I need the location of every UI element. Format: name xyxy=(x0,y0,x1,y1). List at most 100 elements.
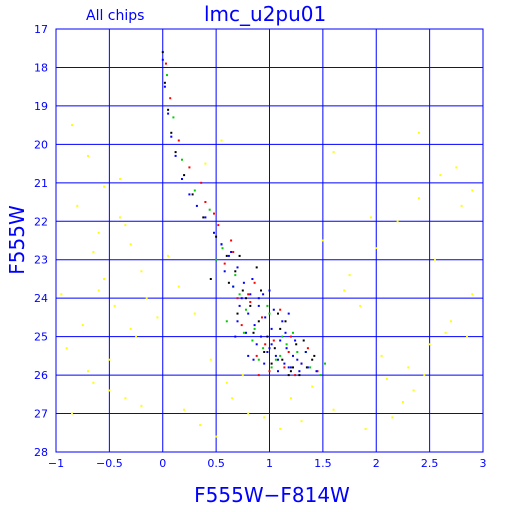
data-point xyxy=(294,339,297,342)
data-point xyxy=(183,174,186,177)
data-point xyxy=(188,193,191,196)
data-point xyxy=(220,139,223,142)
data-point xyxy=(332,151,335,154)
x-tick-label: −0.5 xyxy=(96,457,123,470)
data-point xyxy=(257,304,260,307)
data-point xyxy=(279,339,282,342)
data-point xyxy=(471,189,474,192)
data-point xyxy=(195,204,198,207)
data-point xyxy=(129,243,132,246)
data-point xyxy=(281,320,284,323)
data-point xyxy=(204,162,207,165)
data-point xyxy=(213,212,215,215)
data-point xyxy=(281,335,284,338)
data-point xyxy=(245,297,247,300)
y-tick-label: 22 xyxy=(34,215,48,228)
data-point xyxy=(255,343,258,346)
data-point xyxy=(289,397,292,400)
data-point xyxy=(309,366,312,369)
data-point xyxy=(285,347,288,350)
data-point xyxy=(277,370,279,373)
data-point xyxy=(165,62,167,65)
data-point xyxy=(60,293,63,296)
y-tick-label: 26 xyxy=(34,369,48,382)
data-point xyxy=(380,354,383,357)
x-tick-label: 2 xyxy=(373,457,380,470)
data-point xyxy=(240,324,243,327)
data-point xyxy=(170,135,173,138)
data-point xyxy=(315,370,318,373)
data-point xyxy=(230,251,233,253)
data-point xyxy=(279,427,282,430)
data-point xyxy=(313,354,316,357)
data-point xyxy=(188,166,191,169)
data-point xyxy=(191,193,194,196)
axis-ticks: −1 −0.5 0 0.5 1 1.5 2 2.5 3 17 18 19 20 21 22 23 24 25 26 2… xyxy=(34,23,487,470)
data-point xyxy=(108,358,111,361)
data-point xyxy=(161,51,164,54)
data-point xyxy=(238,254,241,257)
data-point xyxy=(238,304,241,307)
data-point xyxy=(242,331,245,334)
data-point xyxy=(455,166,458,169)
data-point xyxy=(289,335,292,338)
data-point xyxy=(251,278,254,280)
data-point xyxy=(230,239,233,242)
data-point xyxy=(199,424,202,427)
y-axis-label: F555W xyxy=(5,205,29,275)
data-point xyxy=(270,362,273,365)
data-point xyxy=(287,366,290,369)
data-point xyxy=(428,343,431,346)
data-point xyxy=(225,381,228,384)
data-point xyxy=(252,358,255,361)
data-point xyxy=(221,247,224,250)
x-tick-label: 3 xyxy=(480,457,487,470)
data-point xyxy=(298,370,301,373)
data-point xyxy=(369,216,372,219)
data-point xyxy=(412,389,415,392)
data-point xyxy=(65,347,68,350)
data-point xyxy=(277,358,279,361)
data-point xyxy=(272,308,275,311)
data-point xyxy=(97,289,100,292)
data-point xyxy=(238,293,241,296)
data-point xyxy=(236,312,239,315)
data-point xyxy=(71,412,73,415)
data-point xyxy=(193,312,196,315)
data-point xyxy=(266,335,269,338)
data-point xyxy=(181,158,183,161)
data-point xyxy=(257,374,260,377)
data-point xyxy=(225,254,228,257)
chart-subtitle: All chips xyxy=(86,8,144,24)
data-point xyxy=(311,358,314,361)
data-point xyxy=(163,85,166,88)
data-point xyxy=(284,331,287,334)
data-point xyxy=(242,281,245,284)
data-point xyxy=(234,335,237,338)
data-point xyxy=(236,266,239,269)
data-point xyxy=(103,278,105,280)
data-point xyxy=(169,97,172,100)
data-point xyxy=(163,81,166,84)
data-point xyxy=(375,247,378,250)
data-point xyxy=(172,116,175,119)
data-point xyxy=(284,320,287,323)
data-point xyxy=(287,312,290,315)
data-point xyxy=(268,312,271,315)
data-point xyxy=(283,362,286,365)
data-point xyxy=(108,389,111,392)
x-tick-label: −1 xyxy=(48,457,64,470)
data-point xyxy=(311,385,314,388)
y-tick-label: 23 xyxy=(34,254,48,267)
data-point xyxy=(273,347,276,350)
data-point xyxy=(434,258,436,261)
data-point xyxy=(217,224,220,227)
data-point xyxy=(174,151,177,154)
data-point xyxy=(260,335,262,338)
data-point xyxy=(257,297,260,300)
data-point xyxy=(167,108,170,111)
data-point xyxy=(385,377,388,380)
data-point xyxy=(264,343,267,346)
data-point xyxy=(287,351,290,353)
data-point xyxy=(348,274,351,277)
